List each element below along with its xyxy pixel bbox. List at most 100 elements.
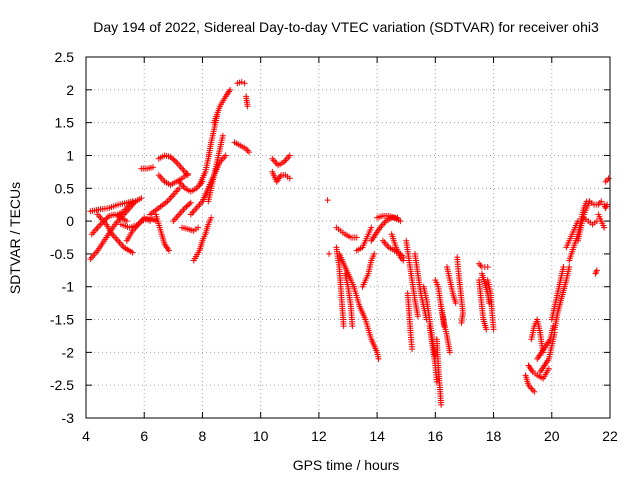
data-track	[438, 303, 453, 356]
data-track	[353, 224, 375, 254]
data-track	[152, 211, 172, 254]
data-track	[454, 254, 466, 326]
y-tick-label: -3	[62, 410, 75, 426]
x-tick-label: 22	[602, 428, 618, 444]
data-point	[286, 152, 293, 159]
x-tick-label: 4	[82, 428, 90, 444]
data-track	[170, 199, 194, 225]
data-point	[138, 195, 145, 202]
data-point	[545, 365, 552, 372]
y-tick-label: 1.5	[55, 115, 75, 131]
data-track	[522, 372, 538, 395]
data-track	[123, 214, 159, 244]
data-point	[324, 197, 331, 204]
data-point	[241, 80, 248, 87]
data-point	[593, 267, 600, 274]
y-tick-label: -0.5	[50, 246, 74, 262]
data-track	[433, 336, 445, 408]
data-point	[486, 300, 493, 307]
y-tick-label: -2	[62, 344, 75, 360]
data-point	[286, 175, 293, 182]
data-track	[243, 93, 251, 110]
data-track	[179, 224, 202, 234]
data-point	[246, 149, 253, 156]
data-point	[238, 78, 245, 85]
data-track	[269, 168, 293, 185]
data-point	[433, 378, 440, 385]
data-track	[403, 237, 421, 320]
data-track	[602, 175, 612, 185]
y-tick-label: 0.5	[55, 180, 75, 196]
data-point	[129, 249, 136, 256]
data-point	[183, 203, 190, 210]
data-point	[400, 257, 407, 264]
data-point	[349, 323, 356, 330]
data-point	[397, 218, 404, 225]
grid	[86, 57, 610, 418]
data-point	[371, 250, 378, 257]
data-point	[195, 224, 202, 231]
plot-frame	[85, 56, 611, 419]
chart-title: Day 194 of 2022, Sidereal Day-to-day VTE…	[93, 19, 599, 35]
data-point	[184, 202, 191, 209]
data-track	[595, 211, 608, 231]
y-tick-label: -1.5	[50, 312, 74, 328]
data-track	[551, 264, 573, 333]
data-track	[138, 164, 156, 172]
data-track	[548, 264, 567, 323]
data-point	[452, 300, 459, 307]
data-track	[190, 214, 215, 264]
data-point	[340, 323, 347, 330]
data-point	[222, 152, 229, 159]
data-track	[601, 201, 611, 211]
data-point	[181, 204, 188, 211]
data-track	[374, 212, 404, 225]
data-point	[490, 326, 497, 333]
data-track	[234, 78, 248, 87]
x-tick-label: 14	[369, 428, 385, 444]
data-track	[350, 283, 382, 362]
data-point	[446, 349, 453, 356]
data-point	[186, 201, 193, 208]
data-point	[184, 170, 191, 177]
tick-labels: 4 6 8 10 12 14 16 18 20 22-3-2.5-2-1.5-1-0.500.51…	[50, 49, 618, 444]
data-point	[375, 355, 382, 362]
data-point	[598, 198, 605, 205]
data-track	[231, 139, 253, 156]
data-point	[168, 155, 175, 162]
data-point	[368, 224, 375, 231]
data-point	[414, 313, 421, 320]
data-point	[149, 164, 156, 171]
y-tick-label: 1	[66, 147, 74, 163]
data-track	[94, 211, 136, 256]
data-point	[531, 388, 538, 395]
data-track	[155, 170, 191, 188]
data-point	[219, 132, 226, 139]
data-point	[605, 175, 612, 182]
data-point	[484, 264, 491, 271]
data-track	[324, 197, 331, 204]
data-point	[123, 218, 130, 225]
data-point	[165, 247, 172, 254]
data-point	[560, 264, 567, 271]
data-point	[244, 103, 251, 110]
data-point	[170, 156, 177, 163]
data-track	[580, 214, 600, 228]
data-points	[87, 78, 612, 408]
data-point	[97, 221, 104, 228]
data-point	[566, 264, 573, 271]
x-axis-title: GPS time / hours	[293, 457, 400, 473]
x-tick-label: 18	[486, 428, 502, 444]
data-track	[326, 250, 333, 257]
data-track	[205, 132, 226, 205]
data-track	[592, 267, 600, 277]
data-track	[586, 198, 605, 208]
data-point	[409, 346, 416, 353]
data-track	[147, 185, 183, 218]
y-tick-label: -2.5	[50, 377, 74, 393]
x-tick-label: 16	[428, 428, 444, 444]
data-track	[478, 270, 493, 307]
y-tick-label: 0	[66, 213, 74, 229]
data-track	[87, 198, 136, 215]
